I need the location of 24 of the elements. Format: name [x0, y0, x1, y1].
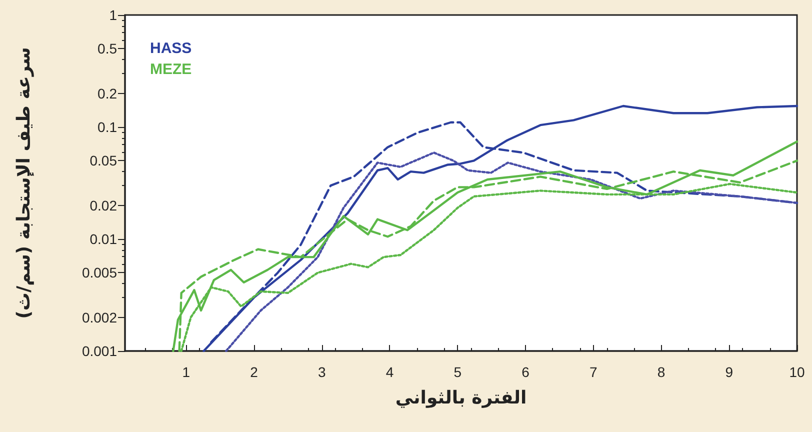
x-tick-label: 9 — [725, 364, 734, 380]
y-tick-label: 0.5 — [98, 40, 118, 57]
y-tick-label: 1 — [109, 7, 118, 23]
y-tick-label: 0.001 — [82, 343, 118, 359]
y-tick-label: 0.01 — [90, 231, 118, 247]
y-tick-label: 0.05 — [90, 152, 118, 169]
y-tick-label: 0.1 — [98, 119, 118, 135]
x-tick-label: 4 — [386, 364, 394, 380]
text: HASS — [150, 40, 192, 57]
x-tick-label: 8 — [657, 364, 666, 380]
x-tick-label: 3 — [318, 364, 326, 380]
x-tick-label: 2 — [250, 364, 258, 380]
text: MEZE — [150, 61, 192, 78]
x-tick-label: 6 — [522, 364, 530, 380]
y-axis-title: سرعة طيف الإستجابة (سم/ث) — [14, 47, 34, 319]
y-tick-label: 0.2 — [98, 85, 118, 102]
x-tick-label: 10 — [789, 364, 805, 380]
x-tick-label: 1 — [182, 364, 190, 380]
y-tick-label: 0.002 — [82, 309, 118, 326]
x-tick-label: 5 — [454, 364, 462, 380]
y-tick-label: 0.02 — [90, 197, 118, 214]
x-tick-label: 7 — [589, 364, 598, 380]
x-axis-title: الفترة بالثواني — [395, 388, 527, 408]
y-tick-label: 0.005 — [82, 264, 118, 281]
